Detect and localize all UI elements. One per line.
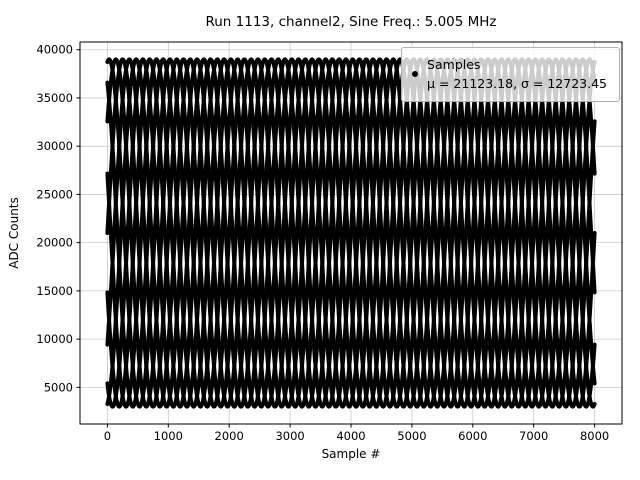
y-tick-label: 40000 (36, 43, 73, 57)
x-tick-label: 0 (104, 429, 111, 443)
y-tick-label: 30000 (36, 139, 73, 153)
y-tick-label: 10000 (36, 332, 73, 346)
sample-trace (105, 57, 597, 409)
y-tick-label: 20000 (36, 236, 73, 250)
sample-trace (105, 57, 597, 409)
y-tick-label: 35000 (36, 91, 73, 105)
x-tick-label: 1000 (154, 429, 183, 443)
legend-label: Samples (427, 57, 481, 72)
legend-stats: μ = 21123.18, σ = 12723.45 (427, 76, 607, 92)
x-tick-label: 2000 (215, 429, 244, 443)
sample-trace (105, 57, 597, 409)
plot-title: Run 1113, channel2, Sine Freq.: 5.005 MH… (205, 14, 497, 30)
sample-trace (105, 57, 597, 409)
x-axis-label: Sample # (321, 447, 381, 461)
x-tick-label: 3000 (275, 429, 304, 443)
legend-text: Samples μ = 21123.18, σ = 12723.45 (427, 55, 607, 94)
y-tick-label: 5000 (44, 380, 73, 394)
sample-trace (105, 57, 597, 409)
y-axis-label: ADC Counts (7, 197, 21, 269)
x-tick-label: 6000 (458, 429, 487, 443)
y-tick-label: 25000 (36, 187, 73, 201)
y-tick-label: 15000 (36, 284, 73, 298)
x-tick-label: 7000 (519, 429, 548, 443)
dot-marker-icon (412, 71, 419, 78)
x-tick-label: 5000 (397, 429, 426, 443)
x-tick-label: 8000 (580, 429, 609, 443)
sample-trace (105, 57, 597, 409)
legend: Samples μ = 21123.18, σ = 12723.45 (401, 47, 620, 102)
x-tick-label: 4000 (336, 429, 365, 443)
sample-trace (105, 57, 597, 409)
